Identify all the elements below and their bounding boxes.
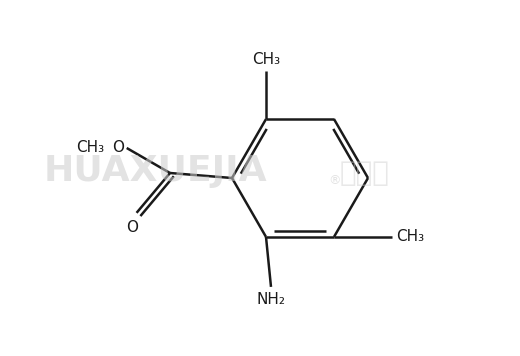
- Text: CH₃: CH₃: [252, 52, 280, 67]
- Text: 化学加: 化学加: [340, 159, 390, 187]
- Text: O: O: [126, 220, 138, 235]
- Text: O: O: [112, 140, 124, 155]
- Text: ®: ®: [328, 174, 341, 187]
- Text: HUAXUEJIA: HUAXUEJIA: [43, 154, 267, 188]
- Text: NH₂: NH₂: [256, 292, 285, 307]
- Text: CH₃: CH₃: [76, 140, 105, 155]
- Text: CH₃: CH₃: [396, 229, 424, 244]
